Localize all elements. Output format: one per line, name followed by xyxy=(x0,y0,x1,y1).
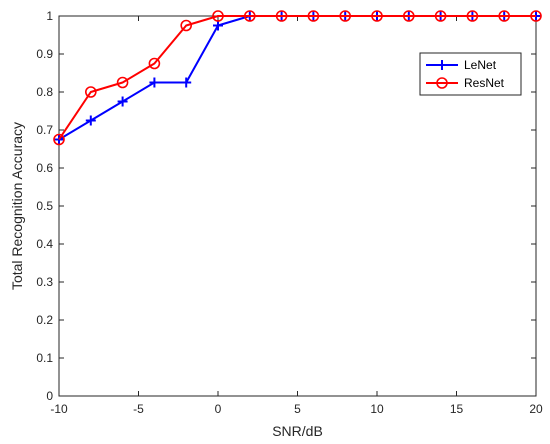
data-point-resnet xyxy=(371,10,383,22)
legend-marker xyxy=(437,60,447,70)
data-point-lenet xyxy=(149,77,160,88)
legend-entry-resnet: ResNet xyxy=(426,76,505,90)
legend-label: LeNet xyxy=(464,58,497,72)
legend-box xyxy=(419,52,522,96)
data-point-resnet xyxy=(53,133,65,146)
data-point-resnet xyxy=(530,10,542,22)
y-axis-label: Total Recognition Accuracy xyxy=(9,122,25,290)
data-point-lenet xyxy=(213,20,223,31)
y-tick-label: 0.5 xyxy=(36,199,53,213)
legend-label: ResNet xyxy=(464,76,505,90)
y-tick-label: 0.7 xyxy=(36,123,53,137)
y-tick-label: 0.1 xyxy=(36,351,53,365)
data-point-resnet xyxy=(339,10,352,22)
y-tick-label: 0 xyxy=(46,389,53,403)
data-point-resnet xyxy=(212,10,224,22)
y-tick-label: 0.9 xyxy=(36,47,53,61)
data-point-resnet xyxy=(307,10,320,22)
data-point-resnet xyxy=(402,10,415,22)
data-point-lenet xyxy=(85,115,96,126)
data-point-resnet xyxy=(434,10,447,22)
legend: LeNet ResNet xyxy=(419,52,522,96)
data-point-resnet xyxy=(180,19,192,32)
y-tick-label: 0.6 xyxy=(36,161,53,175)
x-tick-label: 15 xyxy=(450,402,464,416)
data-point-resnet xyxy=(116,76,129,89)
tick-labels: -10 -5 0 5 10 15 20 0 0.1 0.2 0.3 0.4 0.5 0.6 0.7 0.8 0.… xyxy=(36,9,543,416)
x-tick-label: 0 xyxy=(215,402,222,416)
data-point-resnet xyxy=(148,57,161,70)
data-point-resnet xyxy=(85,86,97,98)
x-axis-label: SNR/dB xyxy=(272,423,323,439)
series-line-resnet xyxy=(58,15,536,141)
legend-marker xyxy=(436,77,448,89)
data-point-resnet xyxy=(275,10,288,22)
legend-entry-lenet: LeNet xyxy=(426,58,497,72)
y-tick-label: 0.4 xyxy=(36,237,53,251)
x-tick-label: 20 xyxy=(529,402,543,416)
data-point-lenet xyxy=(117,96,128,107)
data-point-lenet xyxy=(181,77,192,88)
y-tick-label: 0.3 xyxy=(36,275,53,289)
x-tick-label: -10 xyxy=(50,402,68,416)
data-point-resnet xyxy=(466,10,479,22)
x-tick-label: 5 xyxy=(294,402,301,416)
series-resnet xyxy=(53,10,542,146)
series-layer xyxy=(53,10,542,146)
x-tick-label: 10 xyxy=(370,402,384,416)
data-point-resnet xyxy=(498,10,511,22)
x-tick-label: -5 xyxy=(133,402,144,416)
data-point-resnet xyxy=(244,10,256,22)
y-tick-label: 0.8 xyxy=(36,85,53,99)
y-tick-label: 1 xyxy=(46,9,53,23)
y-tick-label: 0.2 xyxy=(36,313,53,327)
